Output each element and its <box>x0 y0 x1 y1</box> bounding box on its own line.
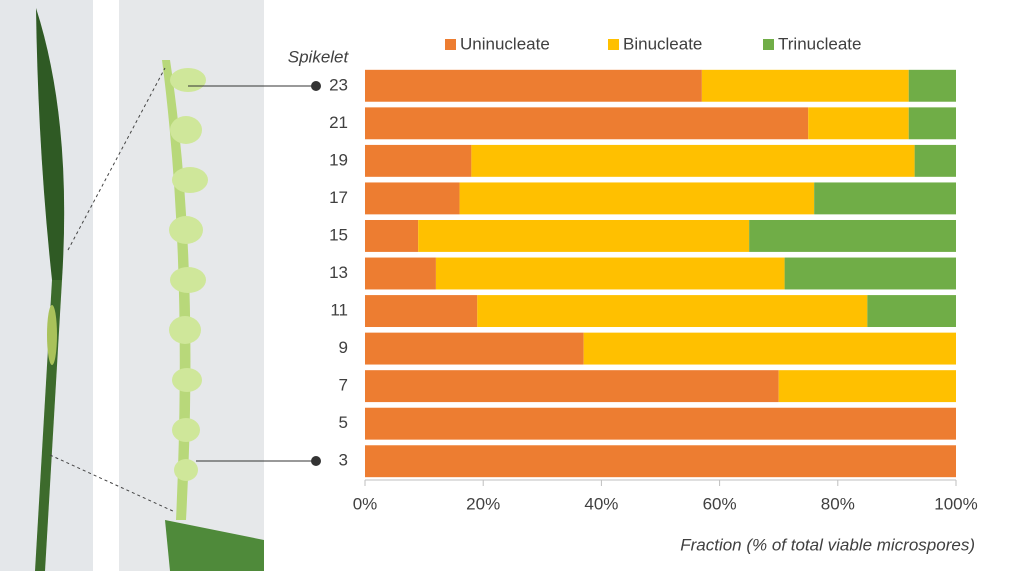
y-tick-label: 9 <box>339 338 348 357</box>
y-tick-label: 21 <box>329 113 348 132</box>
bar-segment <box>701 69 909 102</box>
y-tick-label: 5 <box>339 413 348 432</box>
y-tick-label: 17 <box>329 188 348 207</box>
bar-segment <box>867 295 956 328</box>
bar-segment <box>778 370 956 403</box>
bar-segment <box>365 407 956 440</box>
legend-label: Trinucleate <box>778 34 861 53</box>
bar-segment <box>365 295 478 328</box>
legend-swatch <box>445 39 456 50</box>
x-tick-label: 100% <box>934 494 977 513</box>
bar-segment <box>365 69 702 102</box>
y-tick-label: 19 <box>329 150 348 169</box>
y-axis-title: Spikelet <box>288 47 350 66</box>
legend-swatch <box>763 39 774 50</box>
bar-segment <box>808 107 909 140</box>
bar-segment <box>784 257 956 290</box>
bar-segment <box>365 144 472 177</box>
bar-segment <box>365 370 779 403</box>
y-tick-label: 7 <box>339 376 348 395</box>
spike <box>162 60 191 520</box>
bar-segment <box>908 69 956 102</box>
x-axis-title: Fraction (% of total viable microspores) <box>680 535 975 554</box>
bar-segment <box>814 182 956 215</box>
bar-segment <box>477 295 868 328</box>
bar-segment <box>908 107 956 140</box>
pointer-dot <box>311 81 321 91</box>
leaf-base <box>165 520 264 571</box>
bar-segment <box>365 445 956 478</box>
x-tick-label: 40% <box>584 494 618 513</box>
y-tick-label: 15 <box>329 225 348 244</box>
bar-segment <box>365 107 809 140</box>
pointer-dot <box>311 456 321 466</box>
bar-segment <box>583 332 956 365</box>
bar-segment <box>365 182 460 215</box>
bar-segment <box>365 257 436 290</box>
bar-segment <box>435 257 785 290</box>
bar-segment <box>749 219 956 252</box>
legend-swatch <box>608 39 619 50</box>
y-tick-label: 13 <box>329 263 348 282</box>
legend-label: Binucleate <box>623 34 702 53</box>
zoom-line <box>67 67 166 251</box>
y-tick-label: 11 <box>330 301 348 320</box>
x-tick-label: 20% <box>466 494 500 513</box>
ear <box>47 305 57 365</box>
bar-segment <box>459 182 815 215</box>
legend-label: Uninucleate <box>460 34 550 53</box>
bar-segment <box>471 144 915 177</box>
y-tick-label: 23 <box>329 75 348 94</box>
leaf <box>36 8 65 280</box>
zoom-line <box>49 454 176 513</box>
y-tick-label: 3 <box>339 451 348 470</box>
bar-segment <box>914 144 956 177</box>
spikelets <box>169 68 208 481</box>
bar-segment <box>365 219 419 252</box>
photos <box>0 0 321 571</box>
x-tick-label: 80% <box>821 494 855 513</box>
bar-segment <box>365 332 584 365</box>
x-tick-label: 0% <box>353 494 378 513</box>
bar-segment <box>418 219 750 252</box>
x-tick-label: 60% <box>703 494 737 513</box>
